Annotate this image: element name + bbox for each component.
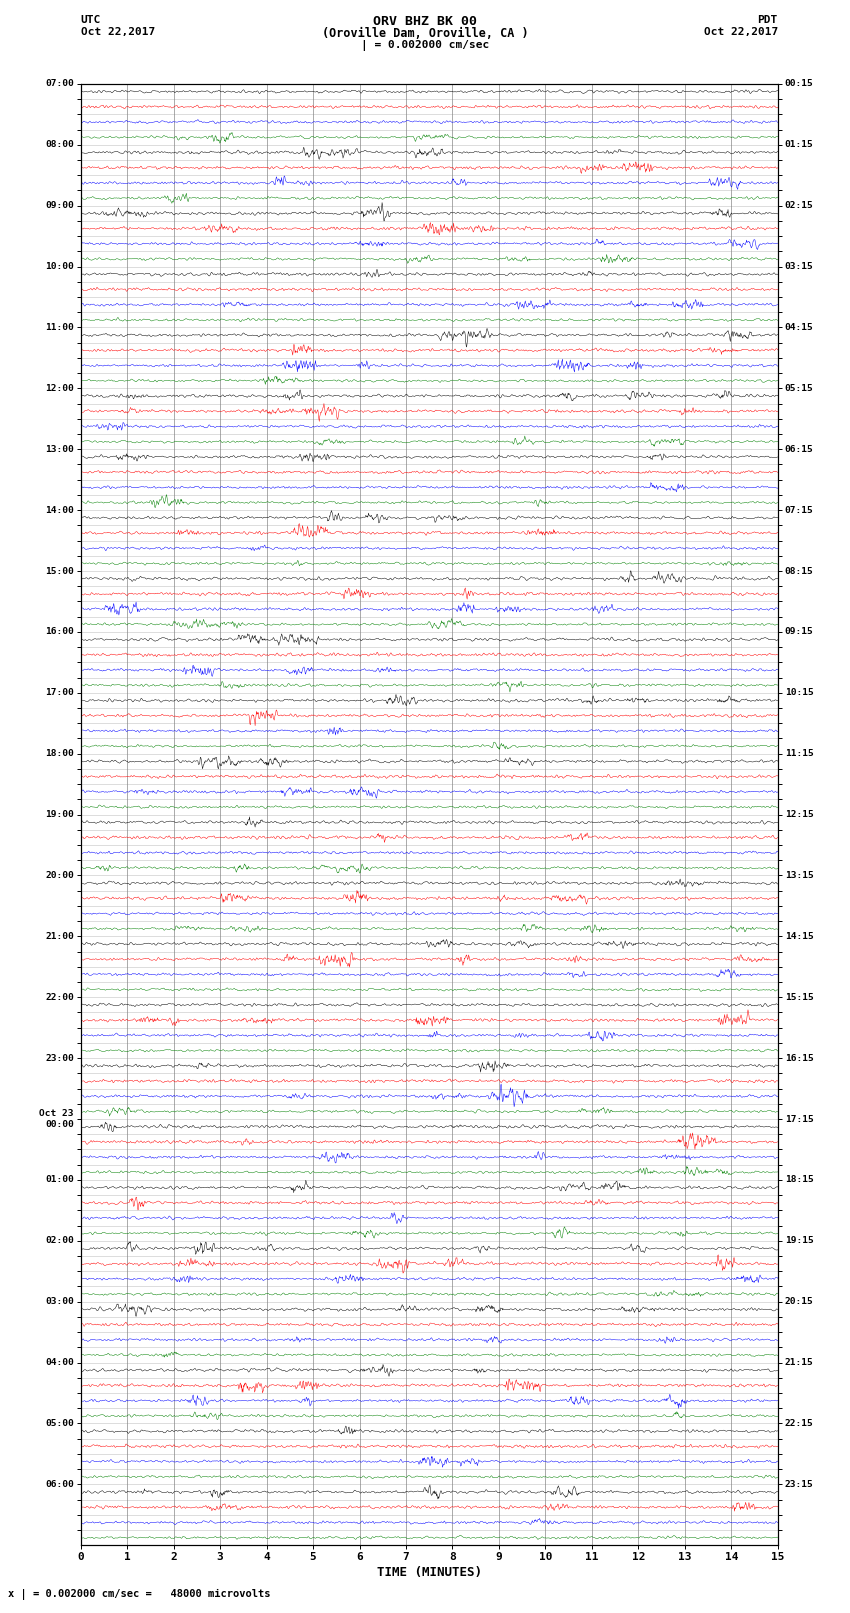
Text: PDT: PDT — [757, 16, 778, 26]
Text: ORV BHZ BK 00: ORV BHZ BK 00 — [373, 16, 477, 29]
Text: UTC: UTC — [81, 16, 101, 26]
Text: x | = 0.002000 cm/sec =   48000 microvolts: x | = 0.002000 cm/sec = 48000 microvolts — [8, 1589, 271, 1600]
X-axis label: TIME (MINUTES): TIME (MINUTES) — [377, 1566, 482, 1579]
Text: | = 0.002000 cm/sec: | = 0.002000 cm/sec — [361, 40, 489, 52]
Text: Oct 22,2017: Oct 22,2017 — [81, 27, 155, 37]
Text: Oct 22,2017: Oct 22,2017 — [704, 27, 778, 37]
Text: (Oroville Dam, Oroville, CA ): (Oroville Dam, Oroville, CA ) — [321, 27, 529, 40]
